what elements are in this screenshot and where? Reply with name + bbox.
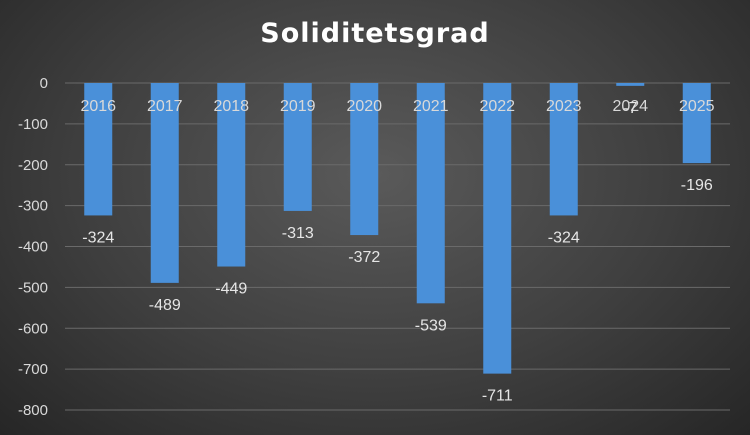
- chart-title: Soliditetsgrad: [260, 18, 490, 49]
- data-label: -489: [149, 297, 181, 314]
- x-tick-label: 2020: [346, 98, 382, 115]
- data-label: -196: [681, 177, 713, 194]
- bar: [416, 83, 445, 304]
- y-tick-label: -200: [18, 157, 48, 174]
- x-tick-label: 2023: [546, 98, 582, 115]
- bar: [549, 83, 578, 216]
- bar: [283, 83, 312, 211]
- bar: [150, 83, 179, 283]
- x-tick-label: 2019: [280, 98, 316, 115]
- x-tick-label: 2018: [213, 98, 249, 115]
- y-tick-label: 0: [40, 75, 48, 92]
- bar: [616, 83, 645, 86]
- data-label: -449: [215, 281, 247, 298]
- x-tick-label: 2024: [612, 98, 648, 115]
- x-tick-label: 2021: [413, 98, 449, 115]
- data-label: -324: [82, 229, 114, 246]
- bar: [350, 83, 379, 236]
- data-label: -313: [282, 225, 314, 242]
- data-label: -539: [415, 317, 447, 334]
- data-label: -372: [348, 249, 380, 266]
- y-tick-label: -400: [18, 239, 48, 256]
- y-tick-label: -100: [18, 116, 48, 133]
- y-tick-label: -800: [18, 402, 48, 419]
- y-tick-label: -500: [18, 279, 48, 296]
- data-label: -7: [623, 100, 637, 117]
- bar: [84, 83, 113, 216]
- y-tick-label: -600: [18, 320, 48, 337]
- x-tick-label: 2025: [679, 98, 715, 115]
- data-label: -324: [548, 229, 580, 246]
- bar: [217, 83, 246, 267]
- x-tick-label: 2022: [479, 98, 515, 115]
- data-label: -711: [482, 388, 513, 405]
- x-tick-label: 2016: [80, 98, 116, 115]
- bar: [682, 83, 711, 164]
- y-tick-label: -300: [18, 198, 48, 215]
- bar: [483, 83, 512, 374]
- x-tick-label: 2017: [147, 98, 183, 115]
- y-tick-label: -700: [18, 361, 48, 378]
